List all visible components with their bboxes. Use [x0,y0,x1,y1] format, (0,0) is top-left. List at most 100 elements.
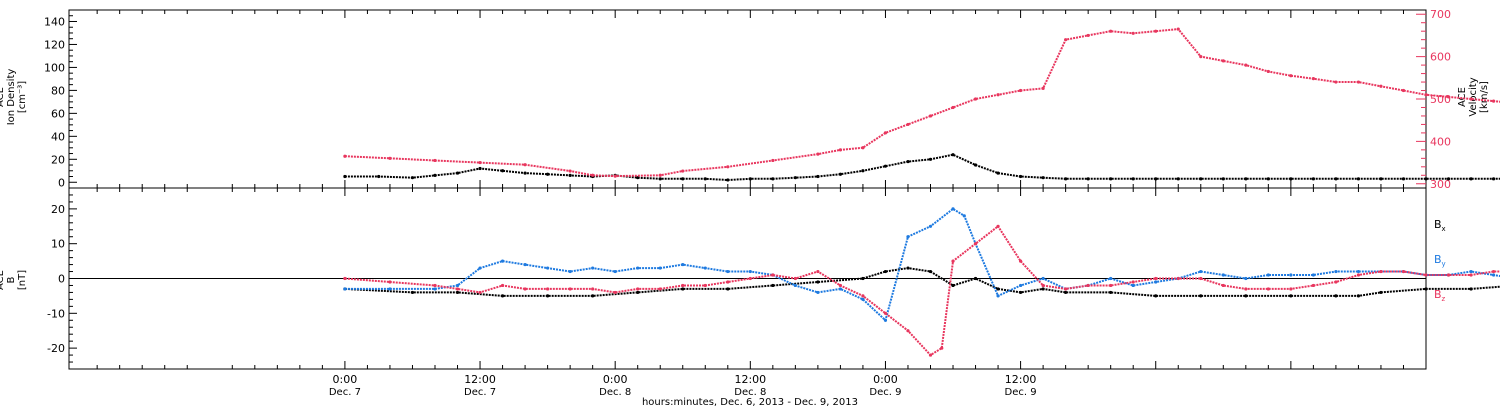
data-point [726,269,730,274]
data-point [973,242,978,246]
left-y-tick-label: 20 [51,153,65,166]
data-point [455,283,460,288]
data-point [1401,269,1406,274]
data-point [500,283,505,288]
data-point [568,287,572,291]
data-point [658,287,662,291]
data-point [388,156,392,160]
bottom-series-2 [343,224,1500,357]
data-point [636,287,640,291]
data-point [523,171,527,175]
data-point [1491,269,1496,274]
data-point [1154,177,1158,181]
data-point [433,287,437,291]
data-point [816,269,820,274]
data-point [883,311,888,315]
data-point [1334,177,1338,181]
data-point [748,276,752,281]
data-point [861,146,865,150]
top-series-1 [343,27,1500,178]
data-point [500,169,505,173]
data-point [1131,177,1135,181]
data-point [1199,177,1203,181]
data-point [1491,177,1496,181]
data-point [951,259,955,263]
data-point [1266,69,1270,74]
data-point [455,171,460,175]
data-point [1356,80,1361,84]
data-point [1424,287,1428,291]
data-point [343,276,347,281]
data-point [1244,63,1248,67]
left-y-tick-label: -10 [47,307,65,320]
data-point [1266,287,1270,291]
x-tick-date: Dec. 9 [869,387,901,398]
data-point [1356,177,1361,181]
data-point [1491,99,1496,103]
data-point [433,158,437,163]
x-axis-title: hours:minutes, Dec. 6, 2013 - Dec. 9, 20… [642,397,858,408]
axis-title-line: [km/s] [1479,81,1490,113]
data-point [568,173,572,177]
data-point [838,172,843,176]
data-point [1424,177,1428,181]
data-point [1289,177,1293,181]
data-point [1266,273,1270,277]
data-point [838,287,843,291]
data-point [1356,273,1361,277]
data-point [613,174,617,178]
left-y-tick-label: 20 [51,203,65,216]
left-y-tick-label: 80 [51,84,65,97]
x-tick-time: 12:00 [734,373,766,386]
data-point [455,287,460,291]
data-point [613,290,617,295]
data-point [748,177,752,181]
data-point [1424,93,1428,97]
data-point [1041,276,1045,281]
data-point [500,294,505,298]
data-point [1109,276,1113,281]
data-point [838,148,843,152]
data-point [1064,38,1068,42]
data-point [523,163,527,167]
data-point [546,287,550,291]
data-point [523,287,527,291]
data-point [1109,177,1113,181]
x-tick-date: Dec. 8 [599,387,631,398]
data-point [613,269,617,274]
data-point [1154,276,1158,281]
data-point [816,152,820,156]
data-point [1131,283,1135,288]
data-point [681,262,685,267]
left-y-tick-label: 0 [58,273,65,286]
right-y-tick-label: 600 [1430,51,1451,64]
data-point [906,159,910,164]
data-point [861,294,865,298]
data-point [455,290,460,295]
data-point [433,173,437,177]
data-point [703,283,707,288]
data-point [1064,290,1068,295]
left-y-tick-label: 40 [51,130,65,143]
legend-sub: z [1442,295,1446,303]
data-point [996,287,1000,291]
data-point [546,266,550,270]
data-point [478,160,482,165]
data-point [928,224,933,228]
data-point [816,290,820,295]
data-point [343,287,347,291]
data-point [1131,280,1135,284]
left-y-tick-label: 140 [44,15,65,28]
legend-entry-bx: Bx [1434,218,1446,233]
data-point [816,174,820,179]
data-point [568,269,572,274]
data-point [940,346,944,350]
data-point [478,166,482,171]
data-point [1469,287,1473,291]
x-tick-time: 12:00 [464,373,496,386]
data-point [1469,269,1473,274]
data-point [1379,269,1383,274]
data-point [1018,283,1023,288]
data-point [1176,276,1180,281]
data-point [996,294,1000,298]
